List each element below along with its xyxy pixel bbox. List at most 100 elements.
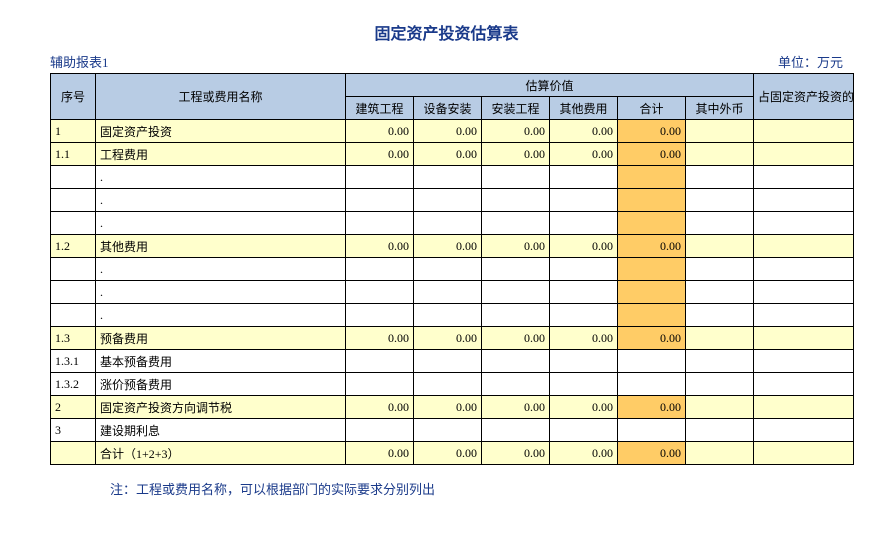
cell-value — [346, 419, 414, 442]
cell-value — [754, 373, 854, 396]
cell-value — [550, 350, 618, 373]
cell-value — [414, 419, 482, 442]
cell-value — [754, 396, 854, 419]
cell-name: 预备费用 — [96, 327, 346, 350]
cell-value — [754, 235, 854, 258]
th-ratio: 占固定资产投资的比例（%） — [754, 74, 854, 120]
cell-seq — [51, 166, 96, 189]
cell-value — [686, 304, 754, 327]
cell-value — [618, 281, 686, 304]
cell-value — [686, 143, 754, 166]
th-sub-3: 其他费用 — [550, 97, 618, 120]
table-row: . — [51, 189, 854, 212]
cell-value — [482, 189, 550, 212]
cell-name: 基本预备费用 — [96, 350, 346, 373]
table-row: . — [51, 166, 854, 189]
th-sub-1: 设备安装 — [414, 97, 482, 120]
cell-name: . — [96, 189, 346, 212]
cell-value — [482, 258, 550, 281]
cell-name: 固定资产投资方向调节税 — [96, 396, 346, 419]
th-name: 工程或费用名称 — [96, 74, 346, 120]
table-body: 1固定资产投资0.000.000.000.000.001.1工程费用0.000.… — [51, 120, 854, 465]
cell-value — [482, 212, 550, 235]
cell-value: 0.00 — [346, 120, 414, 143]
cell-value: 0.00 — [550, 143, 618, 166]
cell-value: 0.00 — [482, 120, 550, 143]
cell-value — [754, 304, 854, 327]
cell-seq: 1.3.1 — [51, 350, 96, 373]
cell-value — [346, 212, 414, 235]
cell-seq: 2 — [51, 396, 96, 419]
table-row: 1.2其他费用0.000.000.000.000.00 — [51, 235, 854, 258]
cell-value: 0.00 — [482, 442, 550, 465]
cell-value: 0.00 — [346, 235, 414, 258]
table-row: 3建设期利息 — [51, 419, 854, 442]
cell-value: 0.00 — [618, 327, 686, 350]
cell-value — [686, 442, 754, 465]
cell-value — [550, 166, 618, 189]
cell-value — [414, 373, 482, 396]
cell-value: 0.00 — [346, 396, 414, 419]
cell-value — [754, 212, 854, 235]
cell-value — [482, 281, 550, 304]
cell-value — [346, 281, 414, 304]
cell-seq — [51, 304, 96, 327]
cell-value — [414, 350, 482, 373]
cell-value — [550, 281, 618, 304]
cell-value — [346, 304, 414, 327]
cell-value: 0.00 — [618, 143, 686, 166]
cell-name: 建设期利息 — [96, 419, 346, 442]
cell-seq — [51, 189, 96, 212]
th-sub-5: 其中外币 — [686, 97, 754, 120]
cell-value — [414, 304, 482, 327]
meta-left: 辅助报表1 — [50, 52, 109, 71]
th-seq: 序号 — [51, 74, 96, 120]
cell-value: 0.00 — [550, 327, 618, 350]
cell-name: . — [96, 212, 346, 235]
cell-value: 0.00 — [618, 120, 686, 143]
cell-value — [482, 350, 550, 373]
cell-seq: 1 — [51, 120, 96, 143]
cell-seq: 1.2 — [51, 235, 96, 258]
cell-name: 固定资产投资 — [96, 120, 346, 143]
cell-value — [414, 258, 482, 281]
cell-value — [482, 166, 550, 189]
table-row: 1.3预备费用0.000.000.000.000.00 — [51, 327, 854, 350]
cell-value: 0.00 — [482, 396, 550, 419]
cell-value — [618, 212, 686, 235]
cell-value — [686, 189, 754, 212]
cell-value — [686, 120, 754, 143]
cell-value — [550, 212, 618, 235]
cell-value — [686, 396, 754, 419]
cell-value — [686, 419, 754, 442]
cell-value: 0.00 — [414, 235, 482, 258]
cell-value — [482, 304, 550, 327]
cell-value — [754, 189, 854, 212]
cell-value — [686, 350, 754, 373]
cell-value — [754, 442, 854, 465]
cell-value — [482, 373, 550, 396]
cell-value — [754, 143, 854, 166]
cell-value: 0.00 — [550, 235, 618, 258]
th-sub-4: 合计 — [618, 97, 686, 120]
table-row: 2固定资产投资方向调节税0.000.000.000.000.00 — [51, 396, 854, 419]
cell-value — [754, 120, 854, 143]
cell-seq — [51, 442, 96, 465]
cell-value — [550, 258, 618, 281]
cell-value — [618, 166, 686, 189]
cell-seq — [51, 281, 96, 304]
cell-value: 0.00 — [414, 327, 482, 350]
cell-seq: 3 — [51, 419, 96, 442]
cell-name: 涨价预备费用 — [96, 373, 346, 396]
cell-name: . — [96, 281, 346, 304]
cell-value — [754, 350, 854, 373]
cell-value: 0.00 — [482, 143, 550, 166]
cell-value — [346, 350, 414, 373]
cell-value: 0.00 — [414, 143, 482, 166]
cell-value — [754, 281, 854, 304]
cell-value — [482, 419, 550, 442]
meta-row: 辅助报表1 单位：万元 — [50, 52, 843, 71]
cell-value — [414, 212, 482, 235]
cell-value — [618, 189, 686, 212]
cell-value — [686, 281, 754, 304]
